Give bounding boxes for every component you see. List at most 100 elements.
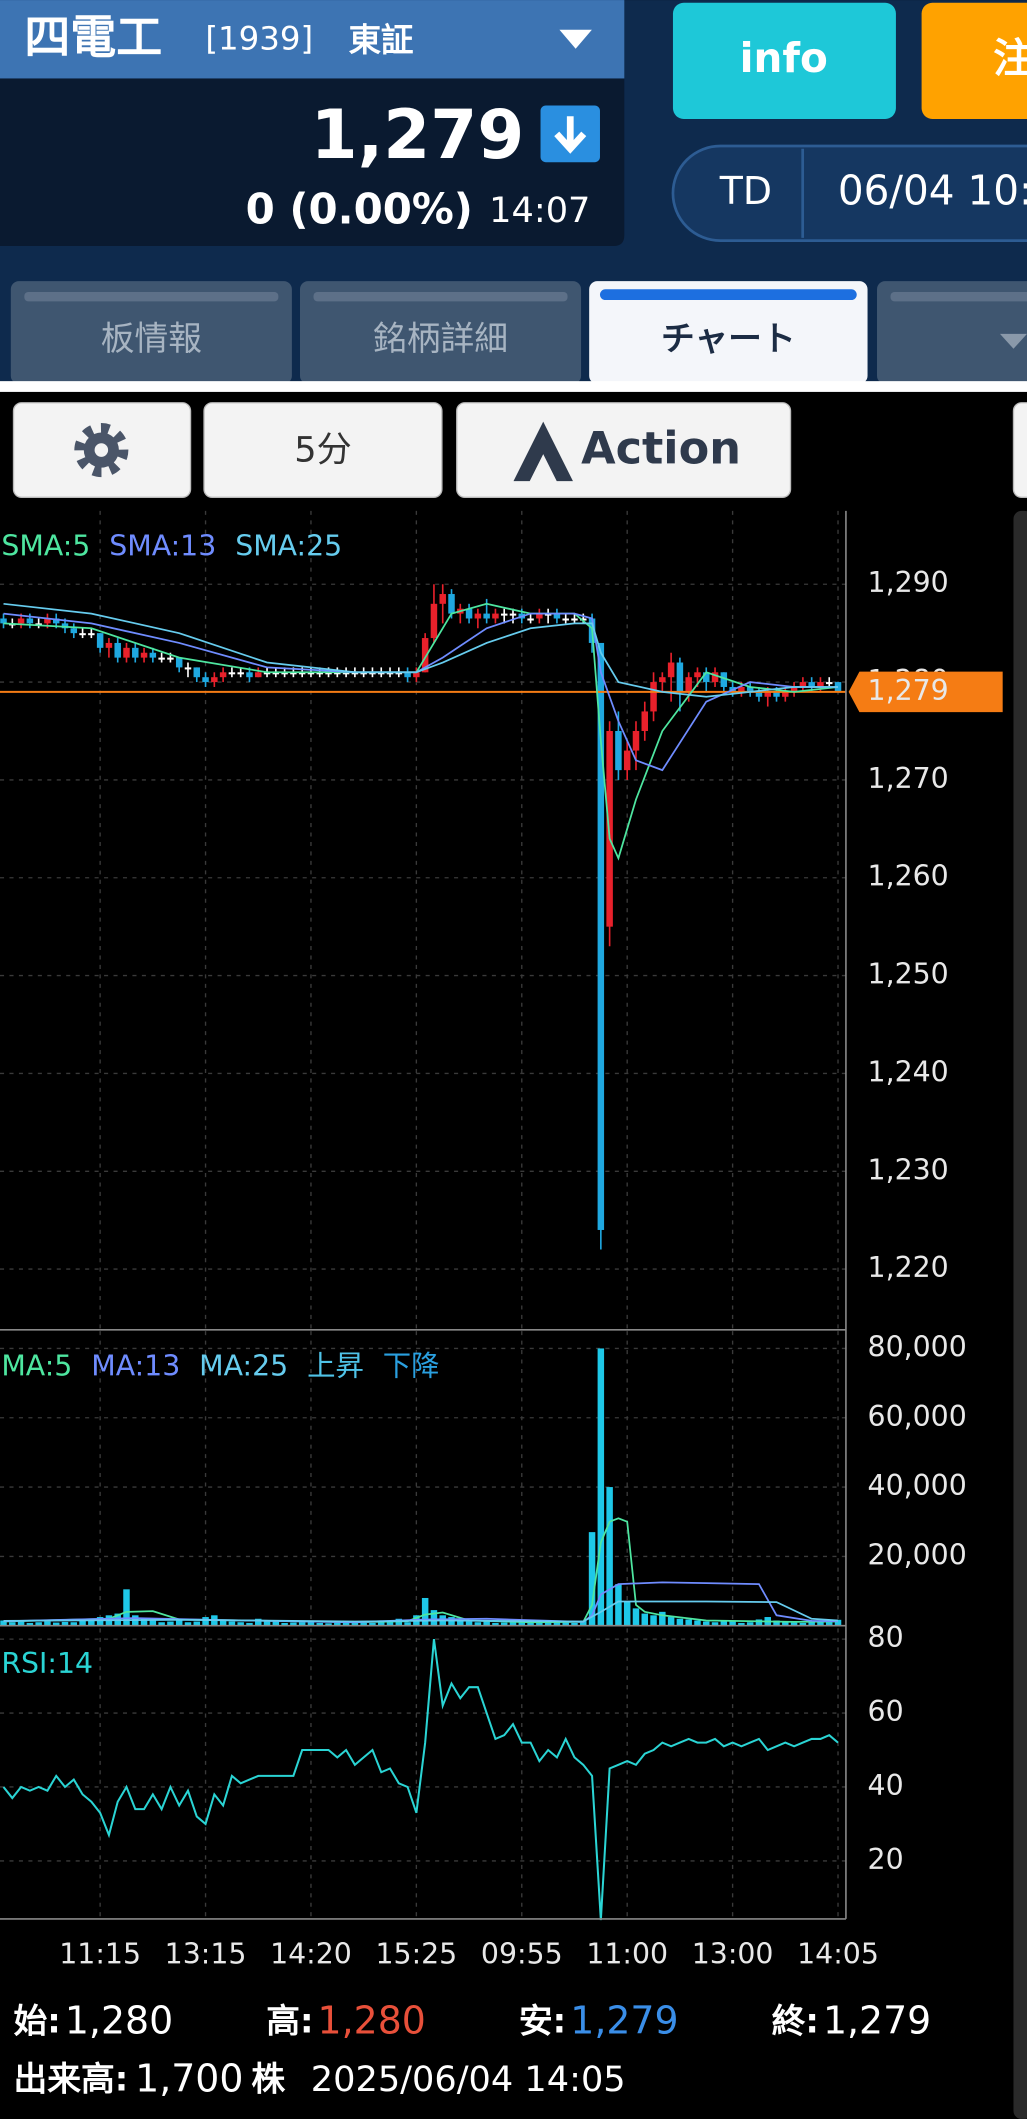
tab[interactable] bbox=[877, 281, 1027, 384]
last-price-label: 1,279 bbox=[868, 674, 949, 707]
x-tick-label: 15:25 bbox=[376, 1937, 458, 1970]
legend-entry: MA:5 bbox=[1, 1350, 72, 1383]
x-tick-label: 13:00 bbox=[692, 1937, 774, 1970]
volume-bar bbox=[694, 1620, 701, 1626]
volume-bar bbox=[219, 1619, 227, 1626]
candle-body bbox=[96, 633, 104, 648]
scroll-strip bbox=[1013, 510, 1027, 2119]
candle-body bbox=[808, 682, 815, 687]
candle-body bbox=[149, 652, 157, 658]
datetime-label: 06/04 10: bbox=[838, 166, 1027, 214]
action-logo bbox=[513, 421, 573, 482]
candle-body bbox=[500, 613, 508, 616]
candle-body bbox=[79, 633, 86, 636]
interval-button[interactable] bbox=[203, 402, 443, 499]
volume-bar bbox=[386, 1620, 394, 1626]
volume-bar bbox=[703, 1621, 710, 1626]
candle-body bbox=[483, 613, 490, 619]
candle-body bbox=[711, 672, 719, 683]
volume-bar bbox=[263, 1620, 271, 1626]
tab-bar-active bbox=[599, 289, 857, 301]
volume-bar bbox=[799, 1622, 807, 1626]
volume-bar bbox=[96, 1617, 104, 1626]
x-tick-label: 11:15 bbox=[59, 1937, 141, 1970]
more-button[interactable] bbox=[1012, 402, 1027, 499]
volume-bar bbox=[35, 1622, 42, 1626]
volume-bar bbox=[377, 1621, 385, 1626]
candle-body bbox=[571, 618, 578, 621]
candle-body bbox=[395, 672, 403, 675]
dropdown-icon[interactable] bbox=[559, 29, 592, 49]
volume-bar bbox=[500, 1622, 508, 1626]
volume-bar bbox=[527, 1622, 534, 1626]
candle-body bbox=[17, 618, 25, 624]
candle-body bbox=[342, 672, 350, 675]
candle-body bbox=[448, 594, 455, 614]
title-band[interactable] bbox=[0, 0, 625, 79]
candle-body bbox=[158, 657, 165, 660]
volume-bar bbox=[149, 1620, 157, 1626]
gear-hole bbox=[94, 443, 109, 457]
legend-entry: SMA:5 bbox=[1, 529, 90, 562]
action-button[interactable] bbox=[456, 402, 792, 499]
volume-bar bbox=[255, 1618, 262, 1626]
candle-body bbox=[246, 672, 253, 678]
volume-bar bbox=[70, 1622, 78, 1626]
volume-bar bbox=[404, 1622, 411, 1626]
order-button[interactable] bbox=[921, 2, 1027, 119]
legend-entry: 上昇 bbox=[307, 1350, 364, 1383]
candle-body bbox=[316, 672, 323, 675]
volume-bar bbox=[369, 1622, 376, 1626]
market: 東証 bbox=[349, 21, 414, 59]
tab-label: チャート bbox=[661, 319, 796, 358]
volume-bar bbox=[334, 1622, 341, 1626]
volume-bar bbox=[44, 1621, 51, 1626]
volume-bar bbox=[228, 1621, 236, 1626]
volume-bar bbox=[536, 1622, 543, 1626]
volume-bar bbox=[483, 1621, 490, 1626]
volume-bar bbox=[430, 1610, 438, 1626]
footer-datetime: 2025/06/04 14:05 bbox=[311, 2059, 626, 2100]
volume-bar bbox=[808, 1621, 815, 1626]
volume-bar bbox=[729, 1621, 736, 1626]
candle-body bbox=[298, 672, 306, 675]
volume-bar bbox=[298, 1622, 306, 1626]
candle-body bbox=[430, 603, 438, 639]
candle-body bbox=[184, 667, 192, 670]
tab-label: 板情報 bbox=[101, 319, 202, 358]
volume-bar bbox=[676, 1618, 684, 1626]
volume-bar bbox=[817, 1620, 824, 1626]
ma-line bbox=[3, 612, 839, 772]
candle-body bbox=[676, 662, 684, 692]
tab-active[interactable] bbox=[589, 281, 868, 384]
tab-bar bbox=[313, 291, 568, 302]
tab[interactable] bbox=[10, 281, 292, 384]
candle-body bbox=[632, 730, 640, 751]
y-tick-label: 1,250 bbox=[868, 958, 949, 991]
candle-body bbox=[404, 672, 411, 678]
candle-body bbox=[351, 672, 359, 675]
volume-value: 1,700 bbox=[135, 2057, 243, 2101]
volume-bar bbox=[571, 1622, 578, 1626]
volume-bar bbox=[834, 1619, 842, 1626]
legend-entry: SMA:13 bbox=[109, 529, 216, 562]
info-label: info bbox=[740, 34, 828, 82]
volume-bar bbox=[246, 1622, 253, 1626]
mode-pill[interactable] bbox=[671, 144, 1027, 242]
volume-bar bbox=[659, 1611, 666, 1626]
volume-bar bbox=[281, 1622, 288, 1626]
info-button[interactable] bbox=[672, 2, 896, 119]
candle-body bbox=[413, 672, 420, 678]
candle-body bbox=[26, 618, 34, 624]
volume-bar bbox=[606, 1487, 613, 1626]
tab[interactable] bbox=[299, 281, 582, 384]
candle-body bbox=[35, 623, 42, 626]
legend-entry: MA:25 bbox=[199, 1350, 288, 1383]
volume-bar bbox=[465, 1621, 473, 1626]
candle-body bbox=[580, 618, 587, 621]
candle-body bbox=[694, 672, 701, 678]
rsi-line bbox=[2, 1638, 839, 1921]
price: 1,279 bbox=[311, 95, 525, 174]
volume-bar bbox=[184, 1622, 192, 1626]
